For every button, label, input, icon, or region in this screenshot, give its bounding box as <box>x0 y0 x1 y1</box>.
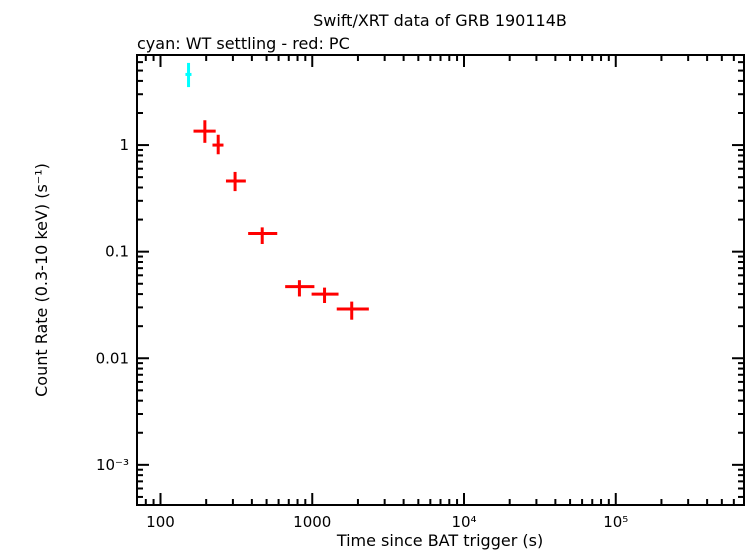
series-pc <box>193 120 369 320</box>
plot-frame <box>136 54 745 506</box>
x-axis-label: Time since BAT trigger (s) <box>336 531 543 550</box>
chart-subtitle: cyan: WT settling - red: PC <box>137 34 350 53</box>
x-tick-label: 100 <box>146 513 175 531</box>
x-tick-label: 1000 <box>293 513 331 531</box>
y-axis-label: Count Rate (0.3-10 keV) (s⁻¹) <box>32 163 51 397</box>
plot-area-group: 100 1000 10⁴ 10⁵ 10⁻³ 0.01 0.1 1 <box>96 54 745 531</box>
y-tick-label: 0.1 <box>105 243 129 261</box>
x-tick-label: 10⁵ <box>603 513 628 531</box>
x-tick-label: 10⁴ <box>451 513 476 531</box>
y-tick-label: 10⁻³ <box>96 456 129 474</box>
chart-title: Swift/XRT data of GRB 190114B <box>313 11 567 30</box>
y-tick-label: 1 <box>119 136 129 154</box>
tick-labels: 100 1000 10⁴ 10⁵ 10⁻³ 0.01 0.1 1 <box>96 136 629 531</box>
series-wt-settling <box>185 62 192 88</box>
y-tick-label: 0.01 <box>96 349 129 367</box>
axis-ticks <box>136 54 745 505</box>
